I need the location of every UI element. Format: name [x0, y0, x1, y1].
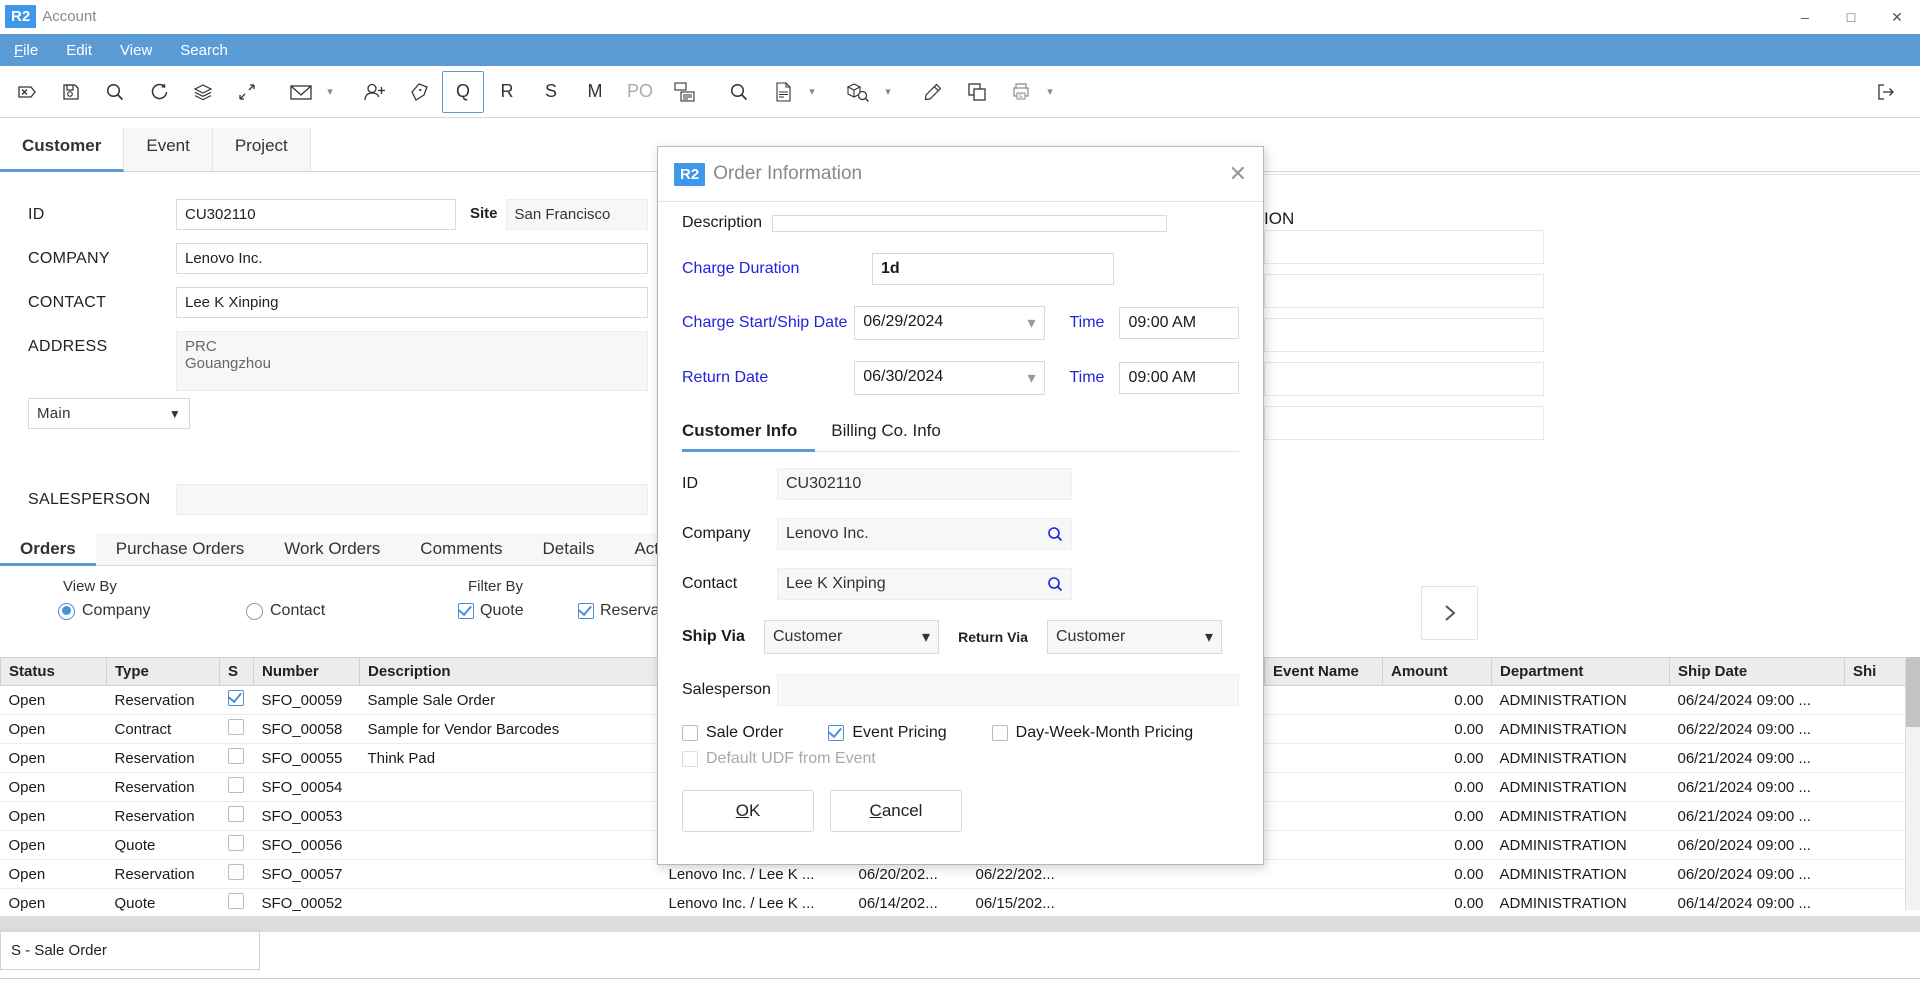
svg-text:E: E: [1019, 94, 1023, 100]
